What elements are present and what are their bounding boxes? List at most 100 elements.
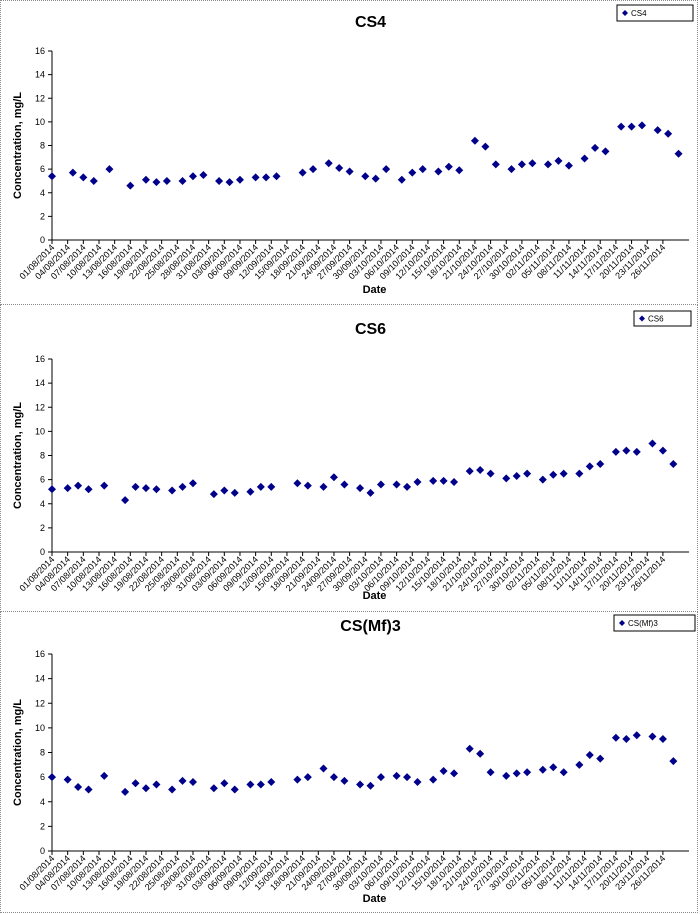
y-tick-label: 10	[35, 723, 45, 733]
data-point	[303, 773, 312, 782]
y-tick-label: 16	[35, 46, 45, 56]
data-point	[356, 484, 365, 493]
data-point	[658, 734, 667, 743]
chart-cs4: CS4024681012141601/08/201404/08/201407/0…	[12, 4, 694, 296]
data-point	[225, 178, 234, 187]
data-point	[262, 173, 271, 182]
data-point	[178, 482, 187, 491]
y-tick-label: 10	[35, 117, 45, 127]
data-point	[178, 176, 187, 185]
data-point	[465, 467, 474, 476]
legend-marker	[639, 315, 645, 322]
data-point	[371, 174, 380, 183]
legend-marker	[619, 620, 625, 626]
data-point	[188, 172, 197, 181]
legend-box	[613, 614, 696, 632]
y-tick-label: 8	[40, 748, 45, 758]
data-point	[622, 446, 631, 455]
data-point	[397, 175, 406, 184]
x-axis-title: Date	[363, 284, 387, 296]
data-point	[84, 485, 93, 494]
data-point	[105, 165, 114, 174]
y-tick-label: 2	[40, 821, 45, 831]
data-point	[544, 160, 553, 169]
data-point	[580, 154, 589, 163]
data-point	[220, 486, 229, 495]
y-tick-label: 4	[40, 797, 45, 807]
y-tick-label: 0	[40, 235, 45, 245]
data-point	[152, 485, 161, 494]
data-point	[68, 168, 77, 177]
data-point	[199, 171, 208, 180]
data-point	[376, 480, 385, 489]
data-point	[345, 167, 354, 176]
y-tick-label: 14	[35, 674, 45, 684]
y-tick-label: 6	[40, 475, 45, 485]
data-point	[523, 768, 532, 777]
data-point	[209, 490, 218, 499]
data-point	[465, 744, 474, 753]
chart-panel-csmf3: CS(Mf)3 0 2 4 6 8 10 12 14 16 01/08/2014 04/08/2014…	[0, 611, 698, 913]
data-point	[230, 488, 239, 497]
data-point	[84, 785, 93, 794]
data-point	[413, 478, 422, 487]
data-point	[470, 136, 479, 145]
data-point	[439, 766, 448, 775]
data-point	[559, 469, 568, 478]
data-point	[491, 160, 500, 169]
data-point	[131, 482, 140, 491]
data-point	[131, 779, 140, 788]
data-point	[220, 779, 229, 788]
data-point	[450, 769, 459, 778]
data-point	[658, 446, 667, 455]
data-point	[168, 486, 177, 495]
data-point	[100, 771, 109, 780]
data-point	[408, 168, 417, 177]
y-tick-label: 2	[40, 211, 45, 221]
data-point	[413, 778, 422, 787]
data-point	[251, 173, 260, 182]
data-point	[523, 469, 532, 478]
data-point	[152, 780, 161, 789]
data-point	[74, 782, 83, 791]
data-point	[549, 763, 558, 772]
data-point	[664, 129, 673, 138]
data-point	[230, 785, 239, 794]
data-point	[335, 163, 344, 172]
data-point	[366, 781, 375, 790]
data-point	[622, 734, 631, 743]
data-point	[418, 165, 427, 174]
data-point	[215, 176, 224, 185]
data-point	[188, 479, 197, 488]
data-point	[476, 749, 485, 758]
y-axis-title: Concentration, mg/L	[12, 699, 24, 806]
data-point	[486, 469, 495, 478]
data-point	[549, 470, 558, 479]
data-point	[63, 484, 72, 493]
data-point	[429, 476, 438, 485]
chart-title: CS6	[355, 321, 386, 338]
data-point	[403, 482, 412, 491]
data-point	[272, 172, 281, 181]
data-point	[256, 780, 265, 789]
data-point	[627, 122, 636, 131]
y-tick-label: 4	[40, 499, 45, 509]
legend-label: CS(Mf)3	[628, 619, 658, 628]
data-point	[100, 481, 109, 490]
chart-title: CS(Mf)3	[340, 618, 401, 635]
legend-box	[633, 310, 692, 327]
legend: CS(Mf)3	[613, 614, 696, 632]
chart-title: CS4	[355, 14, 386, 31]
data-point	[48, 172, 56, 181]
data-point	[450, 478, 459, 487]
data-point	[361, 172, 370, 181]
chart-csmf3: CS(Mf)3024681012141601/08/201404/08/2014…	[12, 614, 696, 905]
data-point	[329, 473, 338, 482]
chart-cs6: CS6024681012141601/08/201404/08/201407/0…	[12, 310, 692, 602]
data-point	[126, 181, 135, 190]
chart-panel-cs6: CS6 0 2 4 6 8 10 12 14 16 01/08/2014 04/08/2014 07/0…	[0, 304, 698, 612]
data-point	[575, 469, 584, 478]
data-point	[669, 757, 678, 766]
y-tick-label: 2	[40, 523, 45, 533]
data-point	[382, 165, 391, 174]
